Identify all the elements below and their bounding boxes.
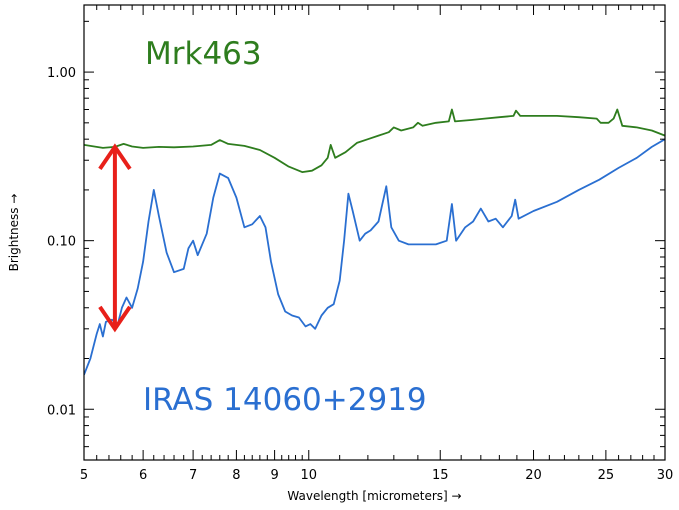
y-tick-label: 0.10 [47, 235, 76, 250]
x-tick-label: 8 [232, 468, 240, 483]
series-line-0 [84, 108, 665, 173]
x-tick-label: 30 [657, 468, 674, 483]
y-tick-label: 1.00 [47, 66, 76, 81]
x-axis-label: Wavelength [micrometers] → [287, 489, 461, 503]
x-tick-label: 7 [189, 468, 197, 483]
x-tick-label: 9 [270, 468, 278, 483]
y-tick-label: 0.01 [47, 403, 76, 418]
x-tick-label: 20 [525, 468, 542, 483]
series-label-iras: IRAS 14060+2919 [143, 382, 427, 418]
series-line-1 [84, 138, 665, 376]
y-axis-label: Brightness → [7, 194, 21, 272]
plot-frame [83, 4, 666, 461]
x-tick-label: 6 [139, 468, 147, 483]
series-label-mrk463: Mrk463 [145, 36, 262, 72]
x-tick-label: 10 [300, 468, 317, 483]
x-tick-label: 5 [80, 468, 88, 483]
x-tick-label: 15 [432, 468, 449, 483]
x-tick-label: 25 [598, 468, 615, 483]
arrow-head-down [98, 305, 132, 333]
arrow-head-up [98, 143, 132, 171]
